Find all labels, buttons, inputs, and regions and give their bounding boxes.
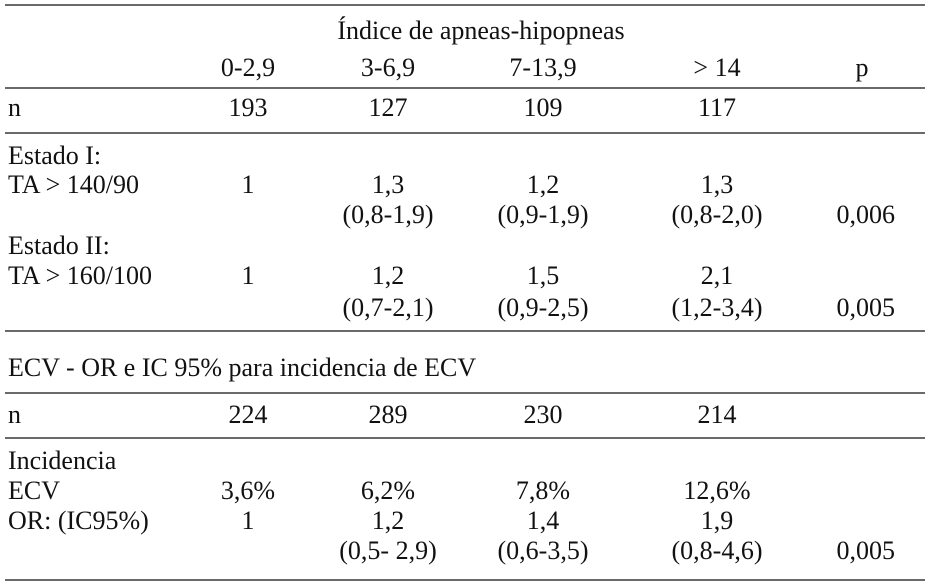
cell: (0,9-2,5) [498, 293, 589, 322]
row-label: TA > 140/90 [8, 170, 139, 199]
cell: 224 [229, 400, 268, 429]
cell: 1 [242, 506, 255, 535]
cell: 2,1 [701, 261, 734, 290]
cell: 117 [698, 93, 736, 122]
cell: 1 [242, 170, 255, 199]
column-header: 3-6,9 [361, 53, 415, 82]
cell: (0,8-1,9) [343, 200, 434, 229]
cell: 3,6% [221, 476, 275, 505]
column-header: 0-2,9 [221, 53, 275, 82]
column-header: > 14 [693, 53, 740, 82]
cell: 12,6% [683, 476, 750, 505]
column-header: 7-13,9 [509, 53, 576, 82]
row-label: n [8, 93, 21, 122]
cell: 0,005 [837, 536, 896, 565]
cell: 1,2 [527, 170, 560, 199]
cell: 1,5 [527, 261, 560, 290]
section-title: ECV - OR e IC 95% para incidencia de ECV [8, 353, 476, 382]
table-title: Índice de apneas-hipopneas [337, 16, 624, 45]
cell: 109 [524, 93, 563, 122]
cell: 1,2 [372, 261, 405, 290]
cell: (0,6-3,5) [498, 536, 589, 565]
row-label: ECV [8, 476, 60, 505]
cell: (0,5- 2,9) [339, 536, 436, 565]
cell: (1,2-3,4) [672, 293, 763, 322]
cell: 7,8% [516, 476, 570, 505]
cell: 1,9 [701, 506, 734, 535]
cell: (0,9-1,9) [498, 200, 589, 229]
cell: (0,7-2,1) [343, 293, 434, 322]
row-label: OR: (IC95%) [8, 506, 149, 535]
cell: (0,8-4,6) [672, 536, 763, 565]
cell: 1,3 [701, 170, 734, 199]
column-header: p [856, 53, 869, 82]
row-label: Incidencia [8, 446, 117, 475]
cell: 214 [698, 400, 737, 429]
row-label: n [8, 400, 21, 429]
cell: 230 [524, 400, 563, 429]
cell: 289 [369, 400, 408, 429]
cell: 1,3 [372, 170, 405, 199]
cell: 6,2% [361, 476, 415, 505]
cell: 1,2 [372, 506, 405, 535]
row-label: TA > 160/100 [8, 261, 152, 290]
row-label: Estado II: [8, 231, 110, 260]
cell: 0,006 [837, 200, 896, 229]
cell: 1 [242, 261, 255, 290]
cell: 1,4 [527, 506, 560, 535]
cell: 0,005 [837, 293, 896, 322]
row-label: Estado I: [8, 141, 101, 170]
cell: 127 [369, 93, 408, 122]
cell: (0,8-2,0) [672, 200, 763, 229]
cell: 193 [229, 93, 268, 122]
